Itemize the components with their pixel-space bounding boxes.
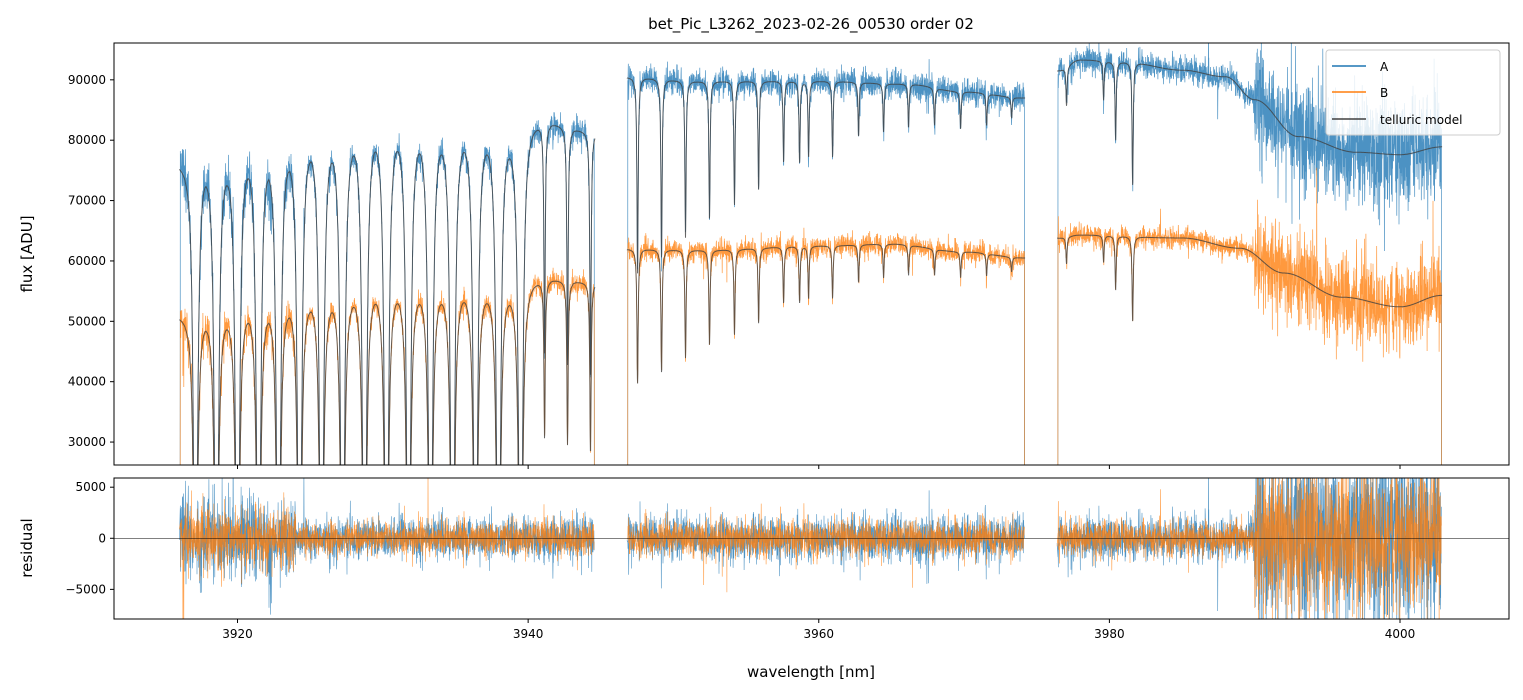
y-tick-label-flux: 60000 [68,254,106,268]
x-tick-label: 3940 [513,627,544,641]
flux-axes-frame [113,42,1510,466]
y-tick-label-flux: 40000 [68,375,106,389]
x-axis-label: wavelength [nm] [747,663,875,681]
y-tick-label-residual: −5000 [65,582,106,596]
legend-label-a: A [1380,60,1389,74]
residual-axes-frame [113,477,1510,620]
legend: A B telluric model [1325,49,1501,136]
y-tick-label-flux: 70000 [68,194,106,208]
y-tick-label-flux: 90000 [68,73,106,87]
telluric-model-a [179,59,1443,465]
flux-panel [179,43,1443,465]
y-tick-label-residual: 0 [98,531,106,545]
y-tick-label-flux: 30000 [68,435,106,449]
y-tick-label-flux: 50000 [68,314,106,328]
y-tick-label-flux: 80000 [68,133,106,147]
y-axis-label-residual: residual [18,518,36,577]
legend-box [1325,49,1501,136]
chart-title: bet_Pic_L3262_2023-02-26_00530 order 02 [648,15,974,34]
legend-label-model: telluric model [1380,113,1462,127]
x-tick-label: 3920 [222,627,253,641]
y-tick-label-residual: 5000 [75,480,106,494]
residual-panel [114,478,1509,619]
y-axis-label-flux: flux [ADU] [18,215,36,292]
x-tick-label: 3980 [1094,627,1125,641]
x-tick-label: 3960 [803,627,834,641]
legend-label-b: B [1380,86,1388,100]
x-tick-label: 4000 [1385,627,1416,641]
telluric-model-b [179,234,1443,465]
